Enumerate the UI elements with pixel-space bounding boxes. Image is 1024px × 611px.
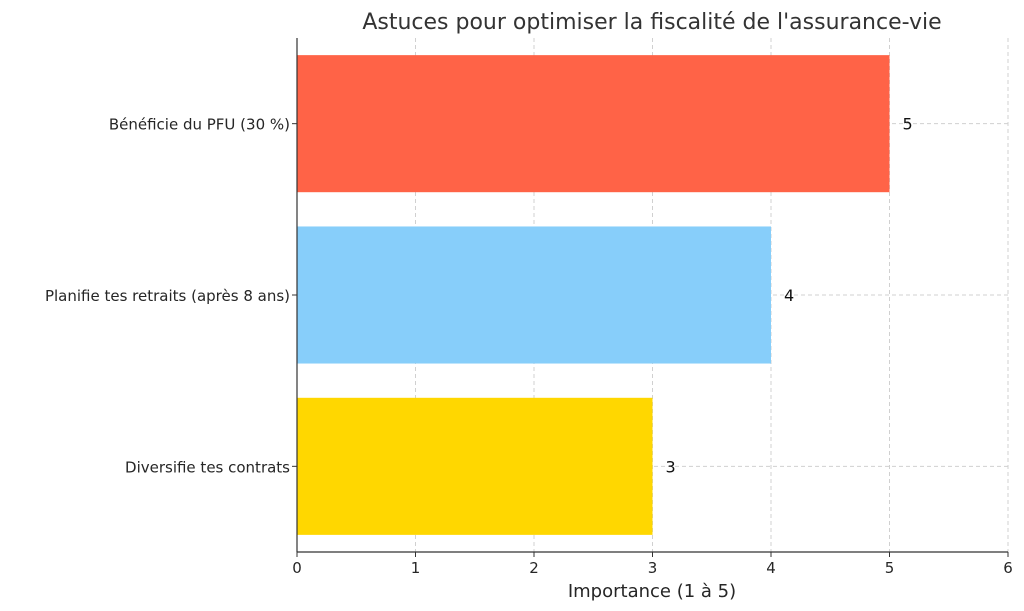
category-labels: Bénéficie du PFU (30 %) Planifie tes retr…: [45, 116, 290, 477]
x-tick-label: 6: [1003, 559, 1013, 577]
bars: [297, 55, 890, 535]
x-tick-label: 1: [411, 559, 421, 577]
bar: [297, 226, 771, 364]
x-axis-label: Importance (1 à 5): [568, 581, 736, 602]
x-ticks: 0 1 2 3 4 5 6: [292, 123, 1013, 577]
x-tick-label: 5: [885, 559, 895, 577]
data-label: 4: [784, 286, 794, 305]
category-label: Bénéficie du PFU (30 %): [109, 116, 290, 134]
data-label: 5: [903, 115, 913, 134]
x-tick-label: 4: [766, 559, 776, 577]
category-label: Planifie tes retraits (après 8 ans): [45, 287, 290, 305]
chart-title: Astuces pour optimiser la fiscalité de l…: [362, 10, 941, 35]
x-tick-label: 0: [292, 559, 302, 577]
x-tick-label: 3: [648, 559, 658, 577]
x-tick-label: 2: [529, 559, 539, 577]
category-label: Diversifie tes contrats: [125, 458, 290, 476]
value-labels: 5 4 3: [666, 115, 913, 477]
bar: [297, 397, 653, 535]
data-label: 3: [666, 457, 676, 476]
bar: [297, 55, 890, 193]
